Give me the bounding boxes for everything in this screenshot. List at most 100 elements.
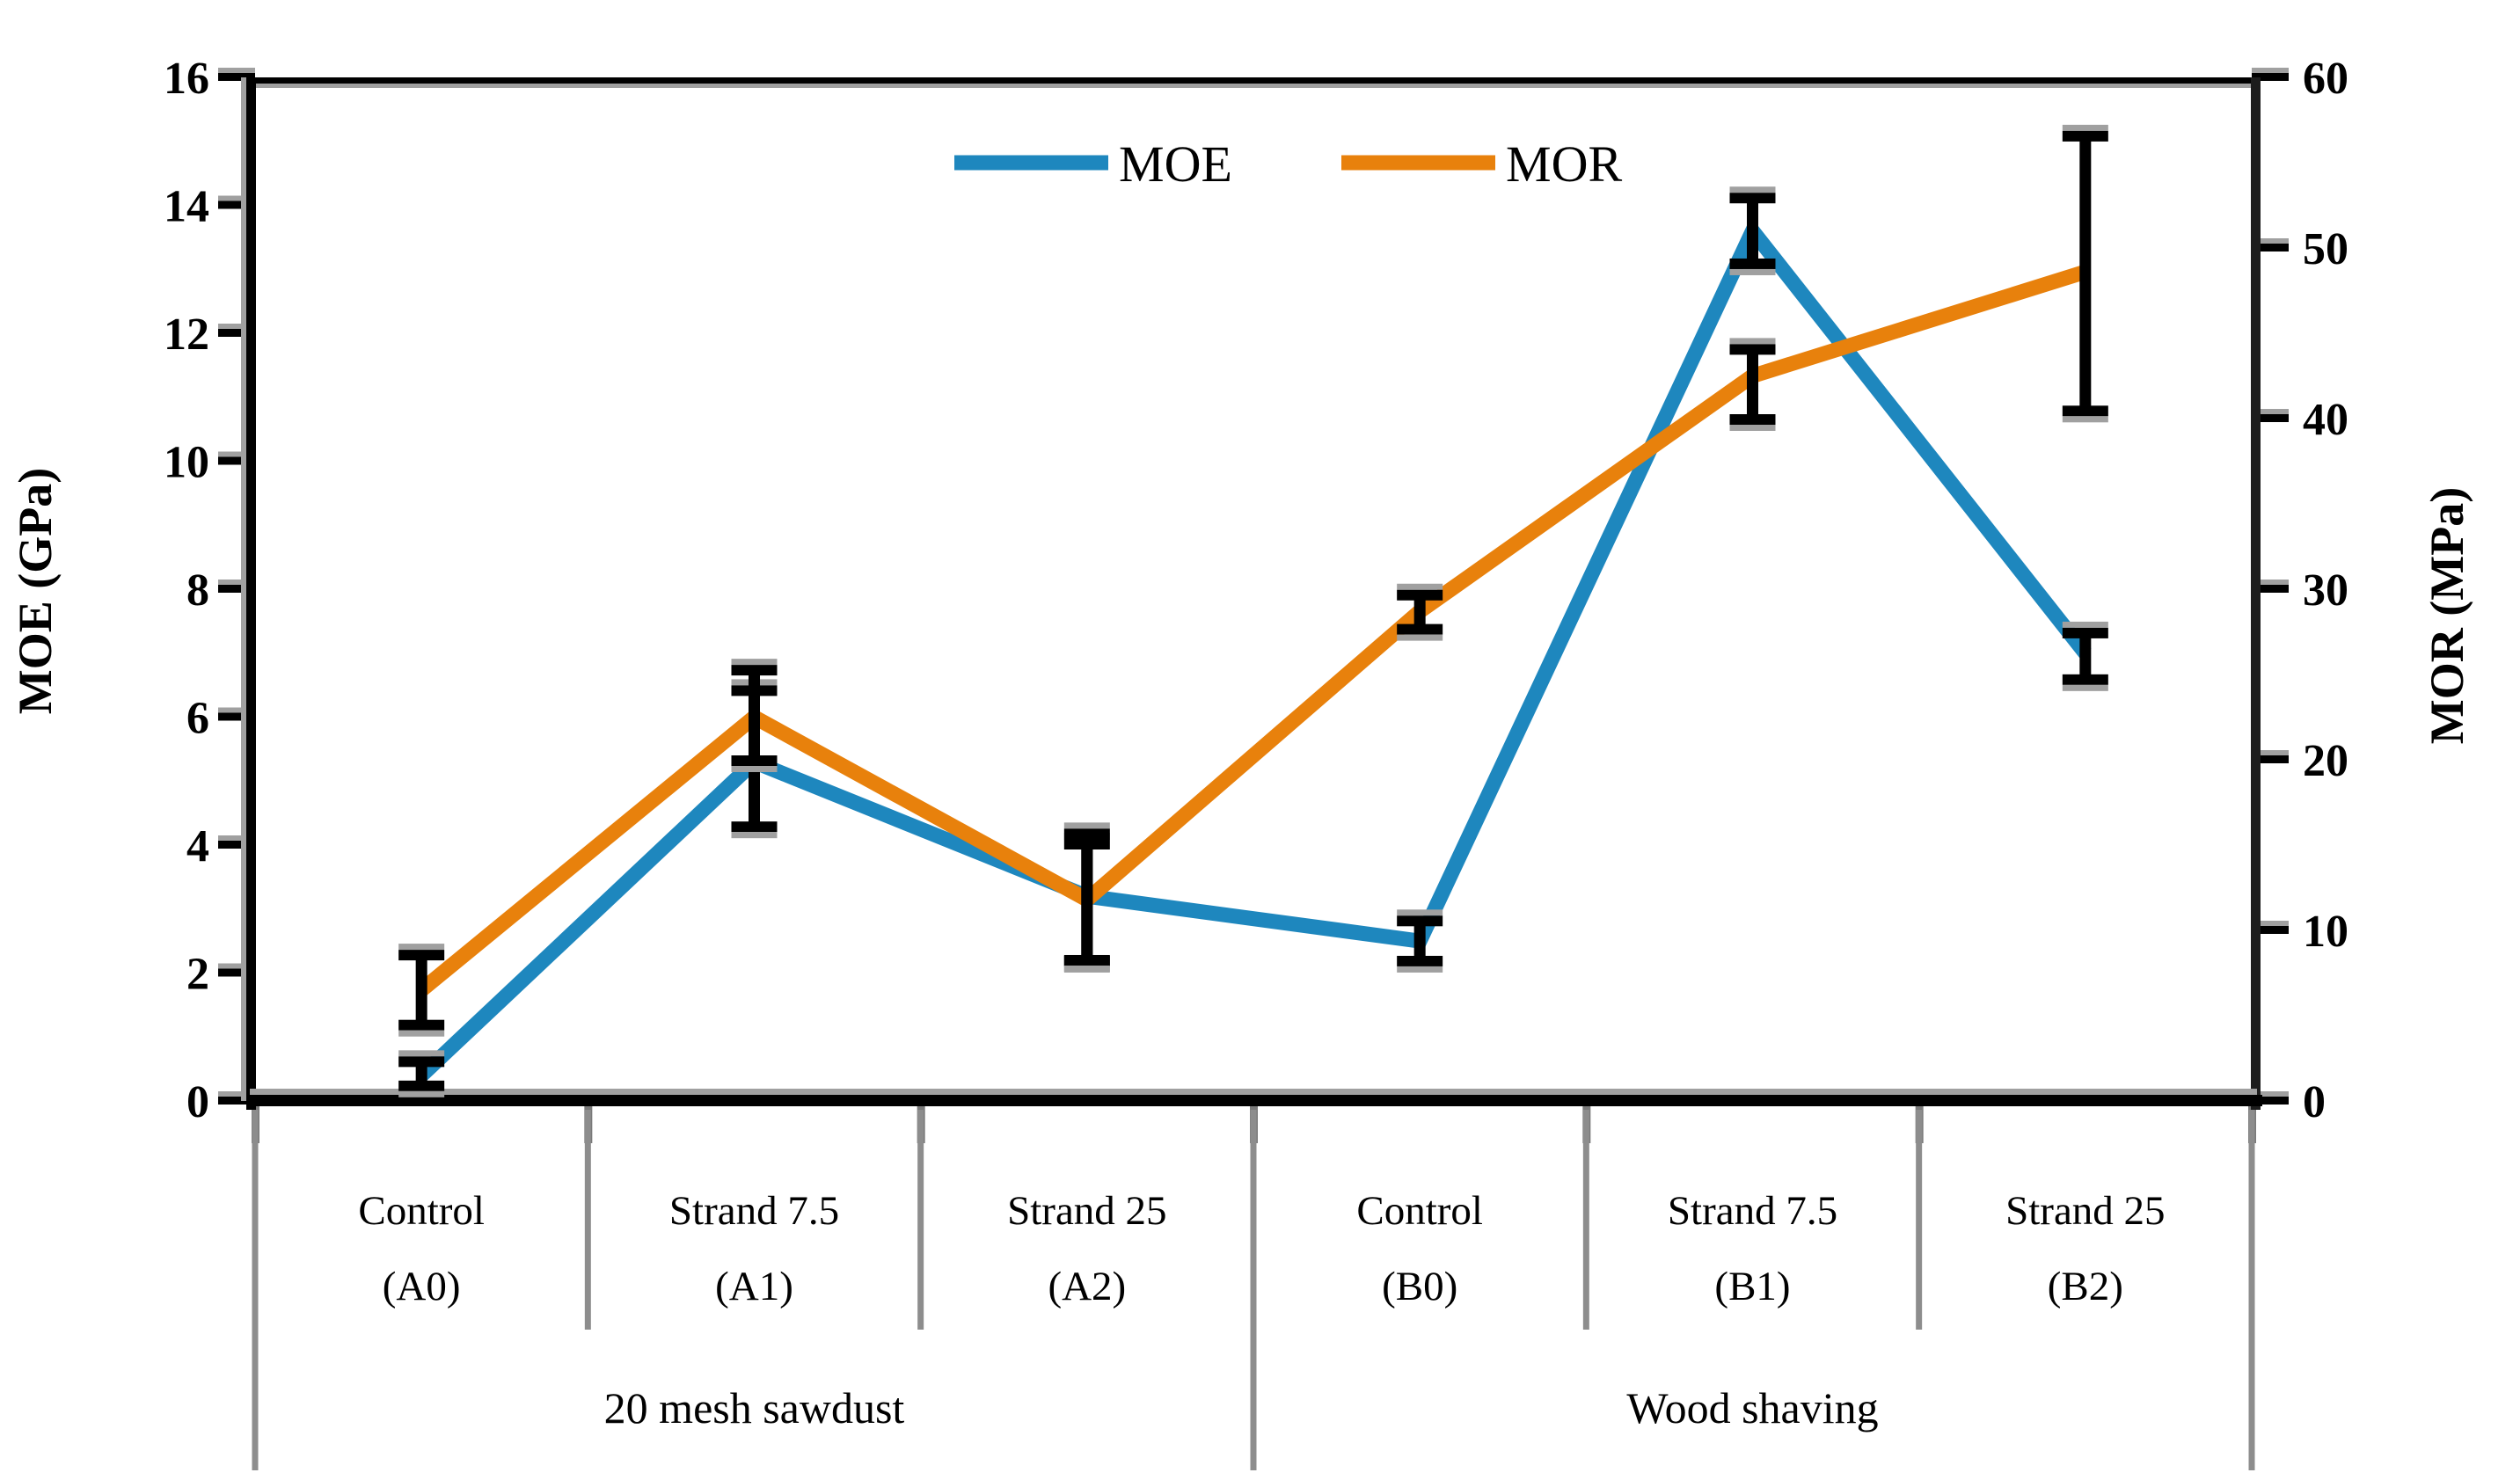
error-bar-cap-shadow bbox=[2062, 124, 2108, 131]
error-bar-cap-shadow bbox=[1397, 909, 1443, 916]
error-bar-cap-top bbox=[2062, 130, 2108, 142]
error-bar-cap-bottom bbox=[1729, 258, 1776, 269]
right-axis-tick-label: 30 bbox=[2303, 565, 2348, 616]
group-divider bbox=[252, 1110, 259, 1470]
error-bar-mor-3 bbox=[1397, 583, 1443, 641]
right-tick-shadow bbox=[2252, 68, 2289, 73]
error-bar-cap-shadow bbox=[1729, 268, 1776, 275]
error-bar-cap-bottom bbox=[2062, 674, 2108, 685]
error-bar-moe-3 bbox=[1397, 909, 1443, 973]
error-bar-cap-shadow bbox=[398, 944, 445, 951]
left-axis-tick-label: 6 bbox=[186, 694, 209, 744]
left-tick-shadow bbox=[218, 707, 255, 713]
error-bar-cap-shadow bbox=[2062, 621, 2108, 628]
error-bar-moe-4 bbox=[1729, 186, 1776, 275]
legend-label-moe: MOE bbox=[1119, 135, 1232, 193]
error-bar-cap-shadow bbox=[1397, 583, 1443, 590]
left-axis-tick-label: 8 bbox=[186, 565, 209, 616]
left-tick bbox=[218, 1097, 255, 1105]
right-tick-shadow bbox=[2252, 238, 2289, 244]
category-code: (B2) bbox=[2048, 1264, 2123, 1309]
bottom-axis-shadow bbox=[250, 1089, 2257, 1095]
left-tick-shadow bbox=[218, 1091, 255, 1097]
error-bar-cap-shadow bbox=[398, 1050, 445, 1057]
left-tick-shadow bbox=[218, 324, 255, 329]
category-label: Strand 25 bbox=[2005, 1188, 2165, 1234]
error-bar-mor-2 bbox=[1063, 822, 1110, 972]
category-divider bbox=[1916, 1110, 1923, 1330]
category-code: (A0) bbox=[383, 1264, 461, 1309]
error-bar-line bbox=[1413, 922, 1426, 960]
error-bar-mor-1 bbox=[731, 659, 778, 772]
left-tick bbox=[218, 712, 255, 721]
category-label: Strand 25 bbox=[1007, 1188, 1166, 1234]
right-tick-shadow bbox=[2252, 750, 2289, 755]
left-axis-tick-label: 0 bbox=[186, 1077, 209, 1127]
right-axis-tick-label: 20 bbox=[2303, 736, 2348, 786]
left-tick bbox=[218, 456, 255, 465]
category-label: Control bbox=[358, 1188, 485, 1234]
error-bar-cap-bottom bbox=[398, 1080, 445, 1091]
right-tick bbox=[2252, 1097, 2289, 1105]
right-axis-title: MOR (MPa) bbox=[2421, 487, 2473, 744]
error-bar-cap-top bbox=[731, 665, 778, 676]
left-tick-shadow bbox=[218, 963, 255, 969]
right-tick bbox=[2252, 926, 2289, 934]
error-bar-cap-top bbox=[1397, 915, 1443, 927]
left-tick-shadow bbox=[218, 451, 255, 457]
error-bar-cap-top bbox=[1397, 589, 1443, 601]
error-bar-line bbox=[415, 1062, 427, 1085]
error-bar-cap-shadow bbox=[1729, 425, 1776, 431]
error-bar-cap-top bbox=[398, 1056, 445, 1068]
error-bar-moe-5 bbox=[2062, 621, 2108, 691]
error-bar-cap-shadow bbox=[731, 766, 778, 772]
left-axis-tick-label: 12 bbox=[164, 310, 209, 360]
error-bar-cap-bottom bbox=[2062, 405, 2108, 417]
error-bar-line bbox=[1413, 595, 1426, 629]
error-bar-mor-4 bbox=[1729, 338, 1776, 431]
bottom-axis-line bbox=[246, 1095, 2262, 1106]
plot-top-border bbox=[250, 77, 2257, 84]
error-bar-mor-0 bbox=[398, 944, 445, 1037]
category-label: Strand 7.5 bbox=[669, 1188, 839, 1234]
left-tick bbox=[218, 200, 255, 209]
error-bar-mor-5 bbox=[2062, 124, 2108, 423]
right-axis-tick-label: 10 bbox=[2303, 907, 2348, 957]
left-axis-tick-label: 10 bbox=[164, 438, 209, 488]
category-code: (A1) bbox=[715, 1264, 793, 1309]
right-tick-shadow bbox=[2252, 1091, 2289, 1097]
error-bar-cap-top bbox=[398, 950, 445, 961]
left-axis-tick-label: 16 bbox=[164, 54, 209, 104]
right-tick bbox=[2252, 244, 2289, 252]
error-bar-cap-shadow bbox=[398, 1090, 445, 1097]
error-bar-cap-bottom bbox=[731, 755, 778, 766]
left-tick-shadow bbox=[218, 195, 255, 201]
left-tick bbox=[218, 841, 255, 849]
error-bar-line bbox=[1747, 199, 1758, 263]
left-tick bbox=[218, 329, 255, 337]
error-bar-cap-bottom bbox=[1397, 623, 1443, 635]
group-label: 20 mesh sawdust bbox=[604, 1383, 905, 1433]
category-code: (B0) bbox=[1382, 1264, 1457, 1309]
error-bar-cap-top bbox=[1063, 828, 1110, 840]
error-bar-cap-shadow bbox=[1397, 634, 1443, 641]
group-label: Wood shaving bbox=[1626, 1383, 1878, 1433]
right-axis-tick-label: 40 bbox=[2303, 395, 2348, 445]
category-divider bbox=[1582, 1110, 1589, 1330]
category-divider bbox=[584, 1110, 591, 1330]
left-axis-tick-label: 4 bbox=[186, 821, 209, 871]
error-bar-cap-shadow bbox=[1397, 966, 1443, 973]
left-axis-tick-label: 14 bbox=[164, 182, 209, 232]
category-code: (A2) bbox=[1048, 1264, 1126, 1309]
error-bar-cap-shadow bbox=[1729, 338, 1776, 345]
category-label: Strand 7.5 bbox=[1668, 1188, 1837, 1234]
left-tick-shadow bbox=[218, 835, 255, 841]
error-bar-cap-shadow bbox=[2062, 684, 2108, 691]
error-bar-line bbox=[2079, 633, 2092, 679]
error-bar-cap-bottom bbox=[731, 821, 778, 833]
error-bar-cap-shadow bbox=[1063, 965, 1110, 972]
error-bar-cap-shadow bbox=[1063, 822, 1110, 829]
left-axis-line bbox=[246, 77, 256, 1110]
